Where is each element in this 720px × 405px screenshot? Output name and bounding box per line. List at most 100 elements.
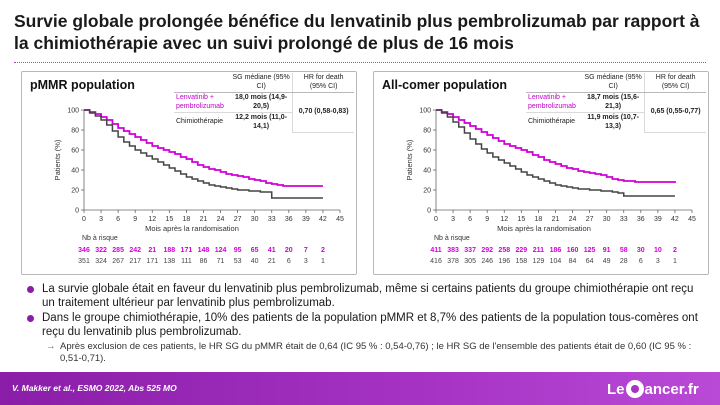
x-tick-label: 27 xyxy=(234,216,242,223)
risk-number: 71 xyxy=(217,258,225,265)
risk-number: 6 xyxy=(639,258,643,265)
arrow-icon: → xyxy=(46,341,56,352)
risk-number: 258 xyxy=(498,247,510,254)
x-tick-label: 33 xyxy=(268,216,276,223)
header-median: SG médiane (95% CI) xyxy=(582,73,645,93)
risk-number: 292 xyxy=(481,247,493,254)
y-tick-label: 40 xyxy=(423,168,431,175)
hazard-ratio: 0,70 (0,58-0,83) xyxy=(292,92,354,133)
risk-number: 246 xyxy=(481,258,493,265)
lenva-median: 18,7 mois (15,6-21,3) xyxy=(582,92,645,113)
footer-bar: V. Makker et al., ESMO 2022, Abs 525 MO … xyxy=(0,372,720,405)
logo-text-right: ancer.fr xyxy=(644,380,699,398)
y-tick-label: 0 xyxy=(75,208,79,215)
risk-number: 21 xyxy=(148,247,156,254)
risk-number: 3 xyxy=(304,258,308,265)
group-lenva-label: Lenvatinib + pembrolizumab xyxy=(174,92,230,113)
risk-number: 324 xyxy=(95,258,107,265)
risk-number: 171 xyxy=(181,247,193,254)
risk-number: 186 xyxy=(550,247,562,254)
risk-number: 6 xyxy=(287,258,291,265)
lenva-median: 18,0 mois (14,9-20,5) xyxy=(230,92,293,113)
risk-number: 285 xyxy=(112,247,124,254)
sub-bullet-item: → Après exclusion de ces patients, le HR… xyxy=(26,341,706,365)
x-tick-label: 18 xyxy=(183,216,191,223)
risk-number: 416 xyxy=(430,258,442,265)
bullet-item: La survie globale était en faveur du len… xyxy=(26,282,706,310)
series-line-chemo xyxy=(84,109,323,199)
summary-table: SG médiane (95% CI) HR for death (95% CI… xyxy=(526,73,706,133)
x-tick-label: 18 xyxy=(535,216,543,223)
risk-number: 1 xyxy=(321,258,325,265)
y-tick-label: 100 xyxy=(67,108,79,115)
y-tick-label: 60 xyxy=(423,148,431,155)
risk-number: 124 xyxy=(215,247,227,254)
risk-number: 10 xyxy=(654,247,662,254)
y-tick-label: 80 xyxy=(423,128,431,135)
risk-number: 322 xyxy=(95,247,107,254)
x-tick-label: 3 xyxy=(451,216,455,223)
risk-number: 91 xyxy=(603,247,611,254)
chemo-median: 11,9 mois (10,7-13,3) xyxy=(587,114,639,130)
y-axis-label: Patients (%) xyxy=(53,139,62,180)
x-tick-label: 9 xyxy=(485,216,489,223)
risk-number: 160 xyxy=(567,247,579,254)
risk-number: 111 xyxy=(181,258,192,265)
x-tick-label: 27 xyxy=(586,216,594,223)
risk-number: 30 xyxy=(637,247,645,254)
risk-number: 125 xyxy=(584,247,596,254)
y-tick-label: 0 xyxy=(427,208,431,215)
risk-number: 138 xyxy=(163,258,175,265)
summary-table: SG médiane (95% CI) HR for death (95% CI… xyxy=(174,73,354,133)
x-tick-label: 42 xyxy=(319,216,327,223)
risk-label: Nb à risque xyxy=(82,235,118,242)
risk-number: 95 xyxy=(234,247,242,254)
risk-number: 84 xyxy=(569,258,577,265)
x-axis-label: Mois après la randomisation xyxy=(497,224,591,233)
risk-number: 217 xyxy=(129,258,141,265)
x-axis-label: Mois après la randomisation xyxy=(145,224,239,233)
y-tick-label: 20 xyxy=(423,188,431,195)
risk-number: 211 xyxy=(533,247,544,254)
x-tick-label: 12 xyxy=(148,216,156,223)
title-divider xyxy=(14,62,706,63)
x-tick-label: 45 xyxy=(336,216,344,223)
risk-number: 40 xyxy=(251,258,259,265)
risk-number: 229 xyxy=(515,247,527,254)
risk-number: 86 xyxy=(200,258,208,265)
x-tick-label: 12 xyxy=(500,216,508,223)
risk-number: 58 xyxy=(620,247,628,254)
risk-number: 28 xyxy=(620,258,628,265)
chemo-median: 12,2 mois (11,0-14,1) xyxy=(235,114,287,130)
risk-number: 267 xyxy=(112,258,124,265)
chart-panel-all-comer: All-comer population SG médiane (95% CI)… xyxy=(373,71,709,275)
risk-number: 337 xyxy=(464,247,476,254)
bullet-item: Dans le groupe chimiothérapie, 10% des p… xyxy=(26,311,706,339)
risk-number: 129 xyxy=(533,258,545,265)
y-tick-label: 60 xyxy=(71,148,79,155)
risk-number: 20 xyxy=(285,247,293,254)
risk-number: 65 xyxy=(251,247,259,254)
x-tick-label: 36 xyxy=(285,216,293,223)
chart-panel-pmmr: pMMR population SG médiane (95% CI) HR f… xyxy=(21,71,357,275)
y-tick-label: 20 xyxy=(71,188,79,195)
x-tick-label: 3 xyxy=(99,216,103,223)
x-tick-label: 6 xyxy=(468,216,472,223)
panel-title: All-comer population xyxy=(382,78,507,92)
footer-reference: V. Makker et al., ESMO 2022, Abs 525 MO xyxy=(12,383,177,393)
bullet-list: La survie globale était en faveur du len… xyxy=(26,282,706,365)
x-tick-label: 39 xyxy=(654,216,662,223)
logo-c-icon xyxy=(625,380,644,398)
x-tick-label: 21 xyxy=(552,216,560,223)
header-hr: HR for death (95% CI) xyxy=(644,73,706,93)
risk-number: 305 xyxy=(464,258,476,265)
x-tick-label: 33 xyxy=(620,216,628,223)
risk-number: 383 xyxy=(447,247,459,254)
risk-number: 242 xyxy=(129,247,141,254)
x-tick-label: 0 xyxy=(434,216,438,223)
risk-number: 2 xyxy=(321,247,325,254)
risk-number: 196 xyxy=(498,258,510,265)
x-tick-label: 6 xyxy=(116,216,120,223)
y-axis-label: Patients (%) xyxy=(405,139,414,180)
